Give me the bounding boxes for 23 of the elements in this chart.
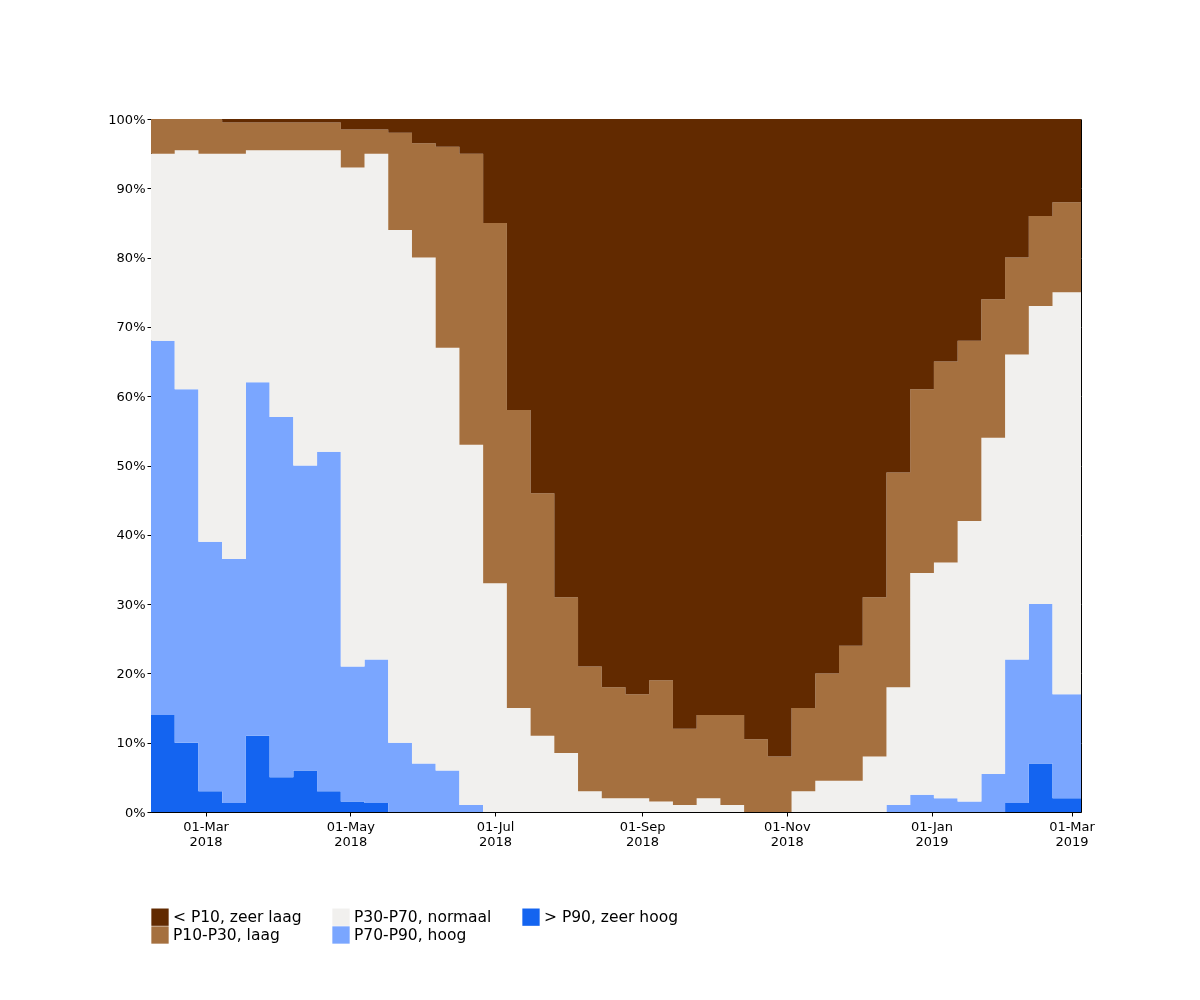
x-tick-label: 01-Mar 2018 [183,818,230,849]
y-tick-label: 20% [116,665,146,681]
y-tick-label: 70% [116,319,146,335]
legend-label: P10-P30, laag [173,926,280,944]
legend-label: < P10, zeer laag [173,908,302,927]
y-tick-label: 100% [108,111,146,127]
y-tick-label: 30% [116,596,146,612]
y-tick-label: 10% [116,735,146,751]
x-tick-label: 01-Nov 2018 [764,818,811,849]
x-tick-label: 01-Jul 2018 [476,818,515,849]
x-tick-label: 01-Mar 2019 [1049,818,1096,849]
legend-label: P70-P90, hoog [354,926,467,944]
y-tick-label: 80% [116,250,146,266]
y-tick-label: 60% [116,388,146,404]
legend-label: > P90, zeer hoog [544,908,678,927]
y-tick-label: 40% [116,527,146,543]
y-tick-label: 0% [124,804,146,820]
x-tick-label: 01-Sep 2018 [619,818,666,849]
y-tick-label: 50% [116,458,146,473]
legend-label: P30-P70, normaal [354,908,492,927]
x-tick-label: 01-May 2018 [326,818,376,849]
y-tick-label: 90% [116,180,146,196]
x-tick-label: 01-Jan 2019 [911,818,954,849]
